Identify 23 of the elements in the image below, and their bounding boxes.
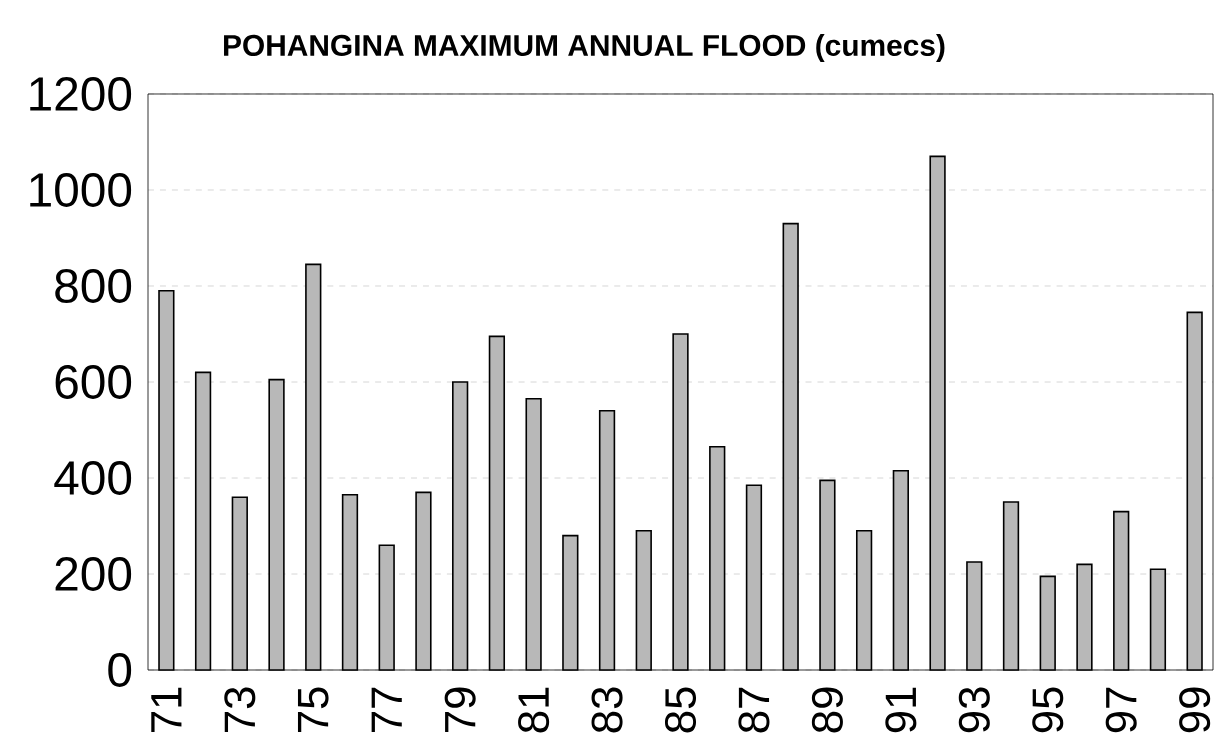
x-tick-label: 81 bbox=[518, 687, 550, 733]
x-tick-label: 99 bbox=[1179, 687, 1211, 733]
y-tick-label: 1000 bbox=[30, 173, 132, 207]
y-tick-label: 1200 bbox=[30, 77, 132, 111]
x-tick-label: 95 bbox=[1032, 687, 1064, 733]
y-tick-label: 400 bbox=[54, 461, 132, 495]
y-tick-label: 800 bbox=[55, 269, 132, 303]
x-tick-label: 89 bbox=[811, 687, 843, 733]
x-tick-label: 91 bbox=[885, 687, 917, 733]
x-tick-label: 71 bbox=[151, 687, 182, 733]
x-tick-label: 77 bbox=[371, 687, 402, 733]
x-tick-label: 83 bbox=[591, 687, 623, 733]
x-tick-label: 75 bbox=[297, 687, 329, 733]
x-tick-label: 97 bbox=[1105, 687, 1137, 733]
chart-title: POHANGINA MAXIMUM ANNUAL FLOOD (cumecs) bbox=[224, 34, 945, 62]
x-tick-label: 79 bbox=[444, 687, 476, 733]
x-tick-label: 85 bbox=[664, 687, 697, 733]
y-tick-label: 200 bbox=[55, 557, 132, 591]
x-tick-label: 93 bbox=[958, 687, 990, 733]
y-tick-label: 600 bbox=[55, 365, 132, 399]
y-tick-label: 0 bbox=[108, 653, 132, 687]
x-tick-label: 73 bbox=[224, 687, 256, 733]
x-tick-label: 87 bbox=[738, 687, 770, 733]
